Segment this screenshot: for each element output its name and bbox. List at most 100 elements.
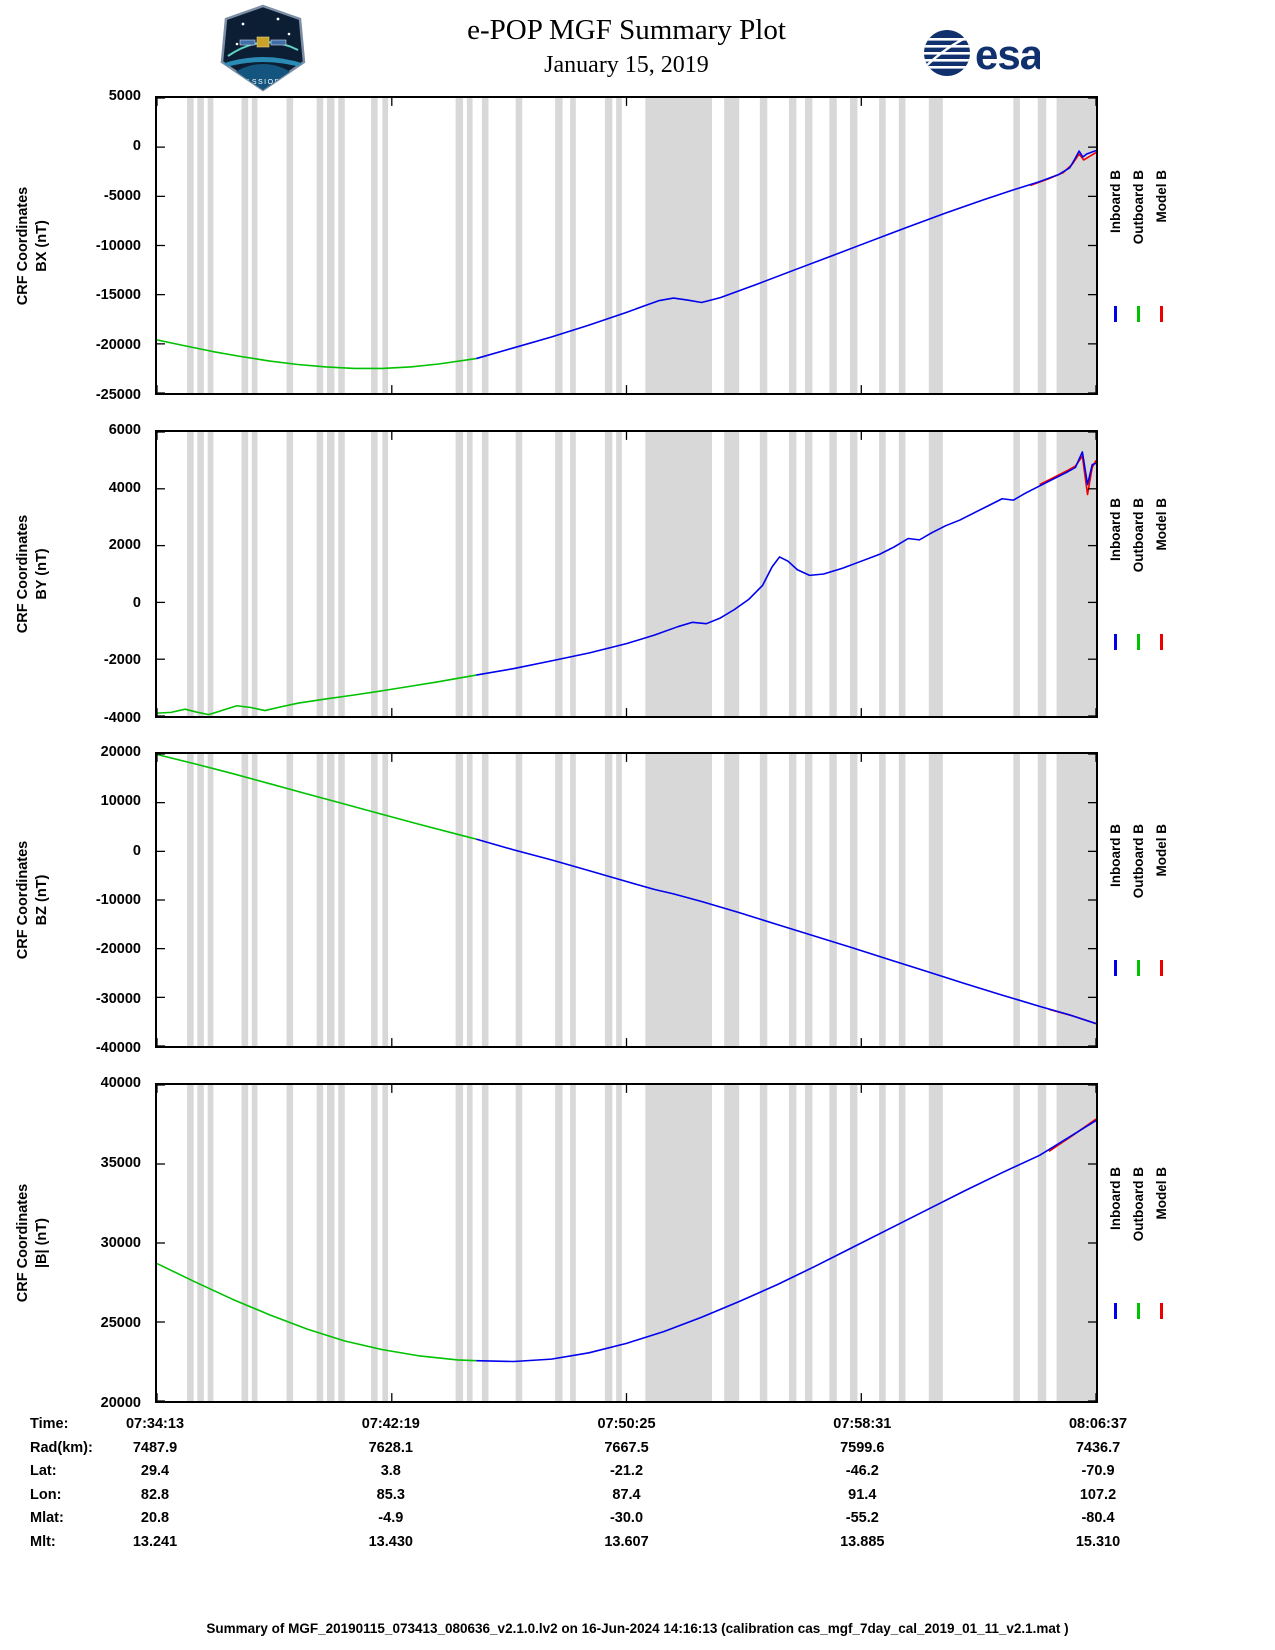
data-gap-band (371, 432, 378, 716)
data-gap-band (1037, 1085, 1047, 1401)
data-gap-band (326, 754, 335, 1046)
data-gap-band (197, 1085, 204, 1401)
by-ytick-4000: 4000 (108, 479, 141, 496)
bmag-axis-label-line1: CRF Coordinates (15, 1183, 32, 1303)
legend-label-inboard: Inboard B (1107, 498, 1123, 561)
data-gap-band (804, 754, 813, 1046)
ephemeris-value: 13.241 (132, 1533, 178, 1550)
data-gap-band (1013, 754, 1020, 1046)
panel-bmag (155, 1083, 1098, 1403)
ephemeris-row-label: Lon: (30, 1486, 62, 1503)
data-gap-band (1013, 432, 1020, 716)
data-gap-band (455, 432, 464, 716)
file-summary-line: Summary of MGF_20190115_073413_080636_v2… (206, 1621, 1069, 1636)
cassiope-patch-logo: CASSIOPE (218, 4, 308, 92)
data-gap-band (604, 98, 613, 393)
data-gap-band (724, 754, 740, 1046)
bz-ytick--20000: -20000 (95, 941, 141, 958)
bmag-ytick-40000: 40000 (100, 1075, 141, 1091)
data-gap-band (616, 1085, 622, 1401)
ephemeris-row-label: Lat: (30, 1463, 57, 1479)
data-gap-band (645, 754, 713, 1046)
data-gap-band (788, 754, 797, 1046)
data-gap-band (1013, 1085, 1020, 1401)
data-gap-band (570, 1085, 576, 1401)
ephemeris-value: 107.2 (1079, 1486, 1117, 1503)
data-gap-band (616, 754, 622, 1046)
ephemeris-row-lon: Lon: 82.8 85.3 87.4 91.4 107.2 (0, 1487, 1275, 1511)
data-gap-band (251, 1085, 258, 1401)
legend-label-outboard: Outboard B (1130, 1167, 1146, 1242)
ephemeris-value: 7436.7 (1075, 1439, 1121, 1456)
ephemeris-value: 07:50:25 (597, 1416, 656, 1432)
data-gap-band (382, 432, 389, 716)
data-gap-band (555, 754, 563, 1046)
legend-label-outboard: Outboard B (1130, 498, 1146, 573)
data-gap-band (286, 432, 294, 716)
bz-axis-label-line1: CRF Coordinates (15, 840, 32, 960)
data-gap-band (197, 432, 204, 716)
data-gap-band (928, 1085, 943, 1401)
data-gap-band (466, 754, 473, 1046)
ephemeris-value: 85.3 (376, 1486, 405, 1503)
ephemeris-value: 13.885 (840, 1533, 885, 1550)
data-gap-band (829, 754, 837, 1046)
bz-ytick-labels: 20000 10000 0 -10000 -20000 -30000 -40000 (50, 744, 147, 1056)
data-gap-band (759, 1085, 768, 1401)
data-gap-band (251, 754, 258, 1046)
bx-ytick--5000: -5000 (103, 187, 141, 204)
data-gap-band (382, 1085, 389, 1401)
data-gap-band (645, 432, 713, 716)
data-gap-band (286, 754, 294, 1046)
data-gap-band (515, 98, 523, 393)
data-gap-band (241, 1085, 249, 1401)
data-gap-band (286, 98, 294, 393)
legend-swatch-model (1159, 305, 1163, 322)
bmag-axis-label: CRF Coordinates |B| (nT) (12, 1083, 54, 1403)
legend-label-inboard: Inboard B (1107, 824, 1123, 887)
plot-area-by (157, 432, 1096, 716)
legend-swatch-model (1159, 634, 1163, 650)
legend-item-model: Model B (1154, 1167, 1169, 1319)
by-ytick-6000: 6000 (108, 422, 141, 438)
ephemeris-value: 7487.9 (132, 1439, 178, 1456)
data-gap-band (382, 754, 389, 1046)
ephemeris-value: 7599.6 (840, 1439, 885, 1456)
ephemeris-value: 13.430 (368, 1533, 413, 1550)
panel-bx (155, 96, 1098, 395)
bmag-ytick-30000: 30000 (100, 1235, 141, 1251)
by-ytick--4000: -4000 (103, 710, 141, 726)
legend-bx: Inboard B Outboard B Model B (1102, 96, 1174, 395)
by-ytick-labels: 6000 4000 2000 0 -2000 -4000 (50, 422, 147, 726)
data-gap-band (338, 1085, 345, 1401)
legend-item-inboard: Inboard B (1108, 824, 1123, 976)
by-axis-label-line1: CRF Coordinates (15, 514, 32, 634)
ephemeris-value: 13.607 (604, 1533, 649, 1550)
satellite-icon (239, 36, 287, 48)
data-gap-band (1037, 754, 1047, 1046)
page-title: e-POP MGF Summary Plot (467, 14, 786, 46)
data-gap-band (455, 754, 464, 1046)
data-gap-band (879, 1085, 886, 1401)
bmag-axis-label-line2: |B| (nT) (34, 1218, 51, 1269)
legend-bz: Inboard B Outboard B Model B (1102, 752, 1174, 1048)
data-gap-band (481, 98, 489, 393)
series-outboard-b (157, 674, 477, 716)
bz-axis-label: CRF Coordinates BZ (nT) (12, 752, 54, 1048)
ephemeris-value: 15.310 (1075, 1533, 1121, 1550)
bx-axis-label-line1: CRF Coordinates (15, 186, 32, 305)
series-inboard-b (476, 451, 1096, 676)
data-gap-band (788, 432, 797, 716)
plot-area-bmag (157, 1085, 1096, 1401)
data-gap-band (804, 98, 813, 393)
data-gap-band (466, 98, 473, 393)
data-gap-band (466, 432, 473, 716)
legend-swatch-inboard (1113, 960, 1117, 976)
panel-by (155, 430, 1098, 718)
ephemeris-row-label: Rad(km): (30, 1439, 93, 1456)
series-inboard-b (476, 838, 1096, 1025)
cassiope-patch-icon: CASSIOPE (220, 4, 306, 92)
ephemeris-value: 91.4 (848, 1486, 877, 1503)
plot-area-bz (157, 754, 1096, 1046)
